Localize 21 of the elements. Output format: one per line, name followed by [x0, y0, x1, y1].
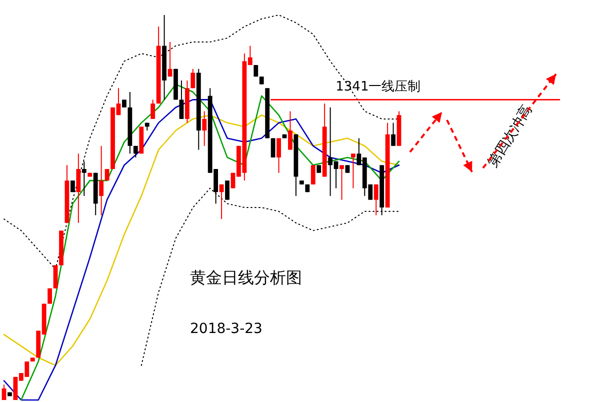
text: 黄金日线分析图: [190, 268, 302, 287]
candlestick: [76, 153, 81, 224]
candlestick: [99, 145, 104, 216]
candlestick: [276, 138, 281, 174]
candlestick: [351, 153, 356, 189]
candlestick: [391, 122, 396, 146]
ref-line-label: 1341一线压制: [336, 80, 421, 95]
candlestick: [340, 164, 344, 200]
candlestick: [288, 110, 292, 150]
candlestick: [82, 160, 86, 196]
candlestick: [150, 99, 156, 120]
text: 2018-3-23: [190, 321, 262, 337]
candlestick: [48, 288, 52, 304]
candlestick: [190, 68, 196, 89]
candlestick: [53, 264, 58, 289]
candlestick: [202, 110, 207, 146]
candlestick: [270, 138, 276, 158]
candlestick: [310, 164, 316, 185]
candlestick: [2, 384, 6, 400]
candlestick: [374, 184, 378, 216]
candlestick: [179, 80, 184, 120]
